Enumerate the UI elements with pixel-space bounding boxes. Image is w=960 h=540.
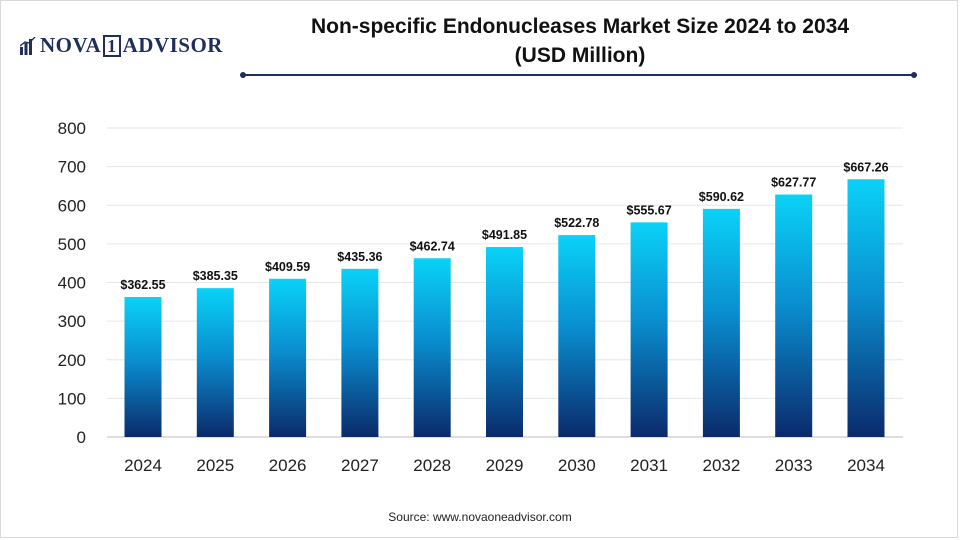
data-label-2030: $522.78 [554,216,599,230]
logo: NOVA 1 ADVISOR [20,33,223,58]
y-tick-label: 100 [58,389,86,408]
data-label-2024: $362.55 [120,278,165,292]
logo-digit-box: 1 [103,35,121,57]
bar-2030 [558,235,596,437]
bars [124,179,885,438]
data-label-2028: $462.74 [410,239,455,253]
title-underline [240,72,917,78]
bar-chart-logo-icon [20,36,36,55]
bar-2027 [341,268,379,437]
y-tick-label: 500 [58,235,86,254]
y-tick-label: 0 [77,428,86,447]
y-tick-label: 200 [58,351,86,370]
y-tick-label: 700 [58,158,86,177]
data-label-2034: $667.26 [843,160,888,174]
bar-2024 [124,296,162,437]
bar-2028 [413,258,451,437]
chart-title: Non-specific Endonucleases Market Size 2… [255,12,905,70]
data-label-2032: $590.62 [699,190,744,204]
logo-word-nova: NOVA [40,33,102,57]
data-label-2029: $491.85 [482,228,527,242]
x-tick-label-2024: 2024 [124,456,162,475]
data-label-2027: $435.36 [337,250,382,264]
chart-title-line2: (USD Million) [514,44,646,67]
x-tick-label-2028: 2028 [413,456,451,475]
x-tick-label-2025: 2025 [196,456,234,475]
bar-2026 [269,278,307,437]
logo-word-advisor: ADVISOR [122,33,223,57]
x-tick-label-2030: 2030 [558,456,596,475]
x-axis-ticks: 2024 2025 2026 2027 2028 2029 2030 2031 2032 2033… [124,456,885,475]
bar-2033 [775,194,813,437]
x-tick-label-2031: 2031 [630,456,668,475]
bar-2032 [702,208,740,437]
logo-text: NOVA 1 ADVISOR [40,33,223,58]
x-tick-label-2027: 2027 [341,456,379,475]
source-note: Source: www.novaoneadvisor.com [388,510,572,524]
y-axis-ticks: 0 100 200 300 400 500 600 700 800 [58,119,86,447]
x-tick-label-2029: 2029 [486,456,524,475]
bar-2031 [630,222,668,437]
x-tick-label-2032: 2032 [702,456,740,475]
y-tick-label: 400 [58,274,86,293]
chart-title-line1: Non-specific Endonucleases Market Size 2… [310,15,850,38]
x-tick-label-2034: 2034 [847,456,885,475]
bar-2029 [486,247,523,437]
y-tick-label: 800 [58,119,86,138]
data-label-2031: $555.67 [627,203,672,217]
x-tick-label-2026: 2026 [269,456,307,475]
y-tick-label: 300 [58,312,86,331]
y-tick-label: 600 [58,196,86,215]
bar-2025 [196,288,234,437]
data-label-2025: $385.35 [193,269,238,283]
data-label-2033: $627.77 [771,176,816,190]
x-tick-label-2033: 2033 [775,456,813,475]
data-label-2026: $409.59 [265,260,310,274]
bar-2034 [847,179,885,438]
data-labels: $362.55 $385.35 $409.59 $435.36 $462.74 $491.… [120,160,888,292]
